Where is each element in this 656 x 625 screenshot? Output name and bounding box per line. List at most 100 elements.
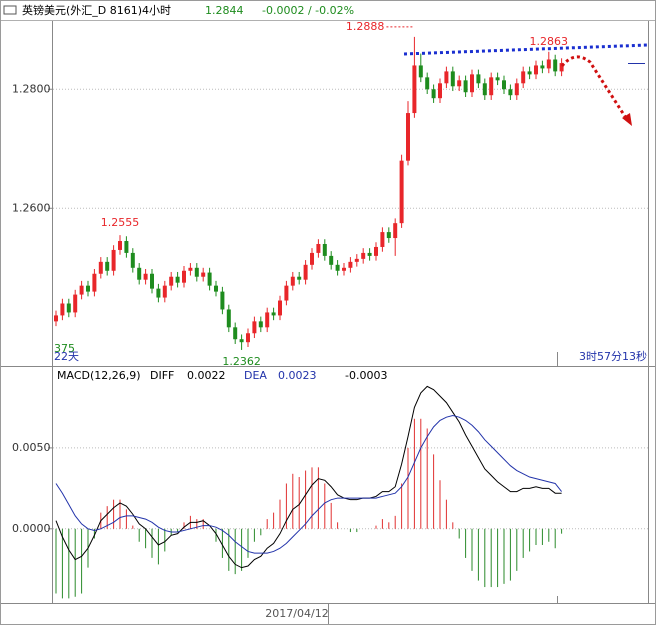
candle-body (425, 77, 430, 90)
change: -0.0002 / -0.02% (262, 4, 354, 17)
candle-body (162, 285, 167, 298)
candle-body (201, 272, 206, 277)
candle-body (284, 285, 289, 301)
candle-body (156, 288, 161, 298)
candle-body (252, 321, 257, 334)
candle-body (444, 71, 449, 84)
candle-body (226, 309, 231, 328)
candle-body (220, 291, 225, 310)
forecast-arrow (560, 55, 628, 119)
candle-body (527, 71, 532, 75)
header-icon (3, 5, 17, 15)
candle-body (233, 327, 238, 340)
candle-body (361, 252, 366, 259)
candle-body (79, 285, 84, 295)
candle-body (118, 241, 122, 250)
candle-body (476, 74, 481, 84)
legend-macd-value: -0.0003 (345, 369, 387, 382)
candle-body (54, 315, 58, 322)
date-label: 2017/04/12 (265, 607, 328, 620)
candle-body (188, 267, 193, 271)
candle-body (521, 71, 526, 84)
candle-body (66, 303, 71, 313)
candle-body (406, 113, 410, 161)
candle-body (169, 276, 174, 286)
macd-title: MACD(12,26,9) (57, 369, 141, 382)
candle-body (310, 252, 314, 265)
candle-body (137, 267, 142, 280)
legend-dea: DEA (244, 369, 267, 382)
candle-body (380, 232, 385, 247)
candle-body (482, 83, 487, 96)
extreme-label: 1.2555 (101, 216, 140, 229)
candle-body (495, 77, 500, 81)
arrow-head (622, 113, 632, 126)
candle-body (214, 285, 218, 292)
macd-line (55, 385, 562, 569)
candle-body (194, 267, 199, 277)
candle-body (386, 232, 391, 239)
candle-body (335, 264, 340, 271)
legend-diff-value: 0.0022 (187, 369, 226, 382)
candle-body (111, 249, 116, 271)
countdown: 3时57分13秒 (579, 349, 647, 363)
candle-body (124, 241, 129, 253)
period-label: 22天 (54, 350, 79, 363)
candle-body (470, 74, 474, 93)
candle-body (265, 312, 270, 328)
candle-body (559, 63, 564, 72)
candle-body (431, 89, 436, 99)
y-tick-label: 0.0050 (12, 441, 51, 454)
y-tick-label: 1.2600 (12, 201, 51, 214)
candle-body (399, 160, 404, 224)
price: 1.2844 (205, 4, 244, 17)
candle-body (86, 285, 90, 292)
candle-body (239, 339, 244, 343)
candle-body (290, 276, 295, 286)
candle-body (393, 223, 398, 239)
legend-diff: DIFF (150, 369, 174, 382)
candle-body (463, 80, 468, 93)
candle-body (92, 273, 97, 292)
candle-body (502, 80, 506, 90)
candle-body (540, 65, 545, 69)
candle-body (258, 321, 263, 328)
header-bar (1, 1, 655, 20)
candle-body (98, 261, 103, 274)
candle-body (354, 258, 359, 262)
candle-body (342, 267, 346, 271)
candle-body (418, 65, 423, 78)
candle-body (348, 261, 353, 268)
candle-body (412, 65, 417, 114)
candle-body (303, 264, 308, 280)
candle-body (553, 59, 558, 72)
trend-line (403, 43, 649, 56)
candle-body (374, 246, 378, 256)
y-tick-label: 1.2800 (12, 82, 51, 95)
candle-body (143, 273, 148, 280)
symbol: 英镑美元(外汇_D 8161)4小时 (22, 3, 171, 17)
candle-body (450, 71, 455, 87)
candle-body (457, 80, 462, 87)
candle-body (60, 303, 65, 316)
candle-body (271, 312, 276, 316)
legend-dea-value: 0.0023 (278, 369, 317, 382)
candle-body (329, 255, 334, 265)
candle-body (514, 83, 519, 96)
candle-body (278, 300, 282, 316)
candle-body (438, 83, 442, 99)
extreme-label: 1.2888 (346, 20, 385, 33)
candle-body (322, 243, 327, 256)
candle-body (175, 276, 180, 283)
candle-body (246, 333, 250, 343)
candle-body (182, 270, 186, 283)
candle-body (489, 77, 494, 96)
macd-line (55, 415, 562, 554)
candle-body (207, 272, 212, 286)
candle-body (508, 89, 513, 96)
candle-body (105, 261, 110, 271)
macd-panel: 0.0050 0.0000 (12, 385, 648, 599)
